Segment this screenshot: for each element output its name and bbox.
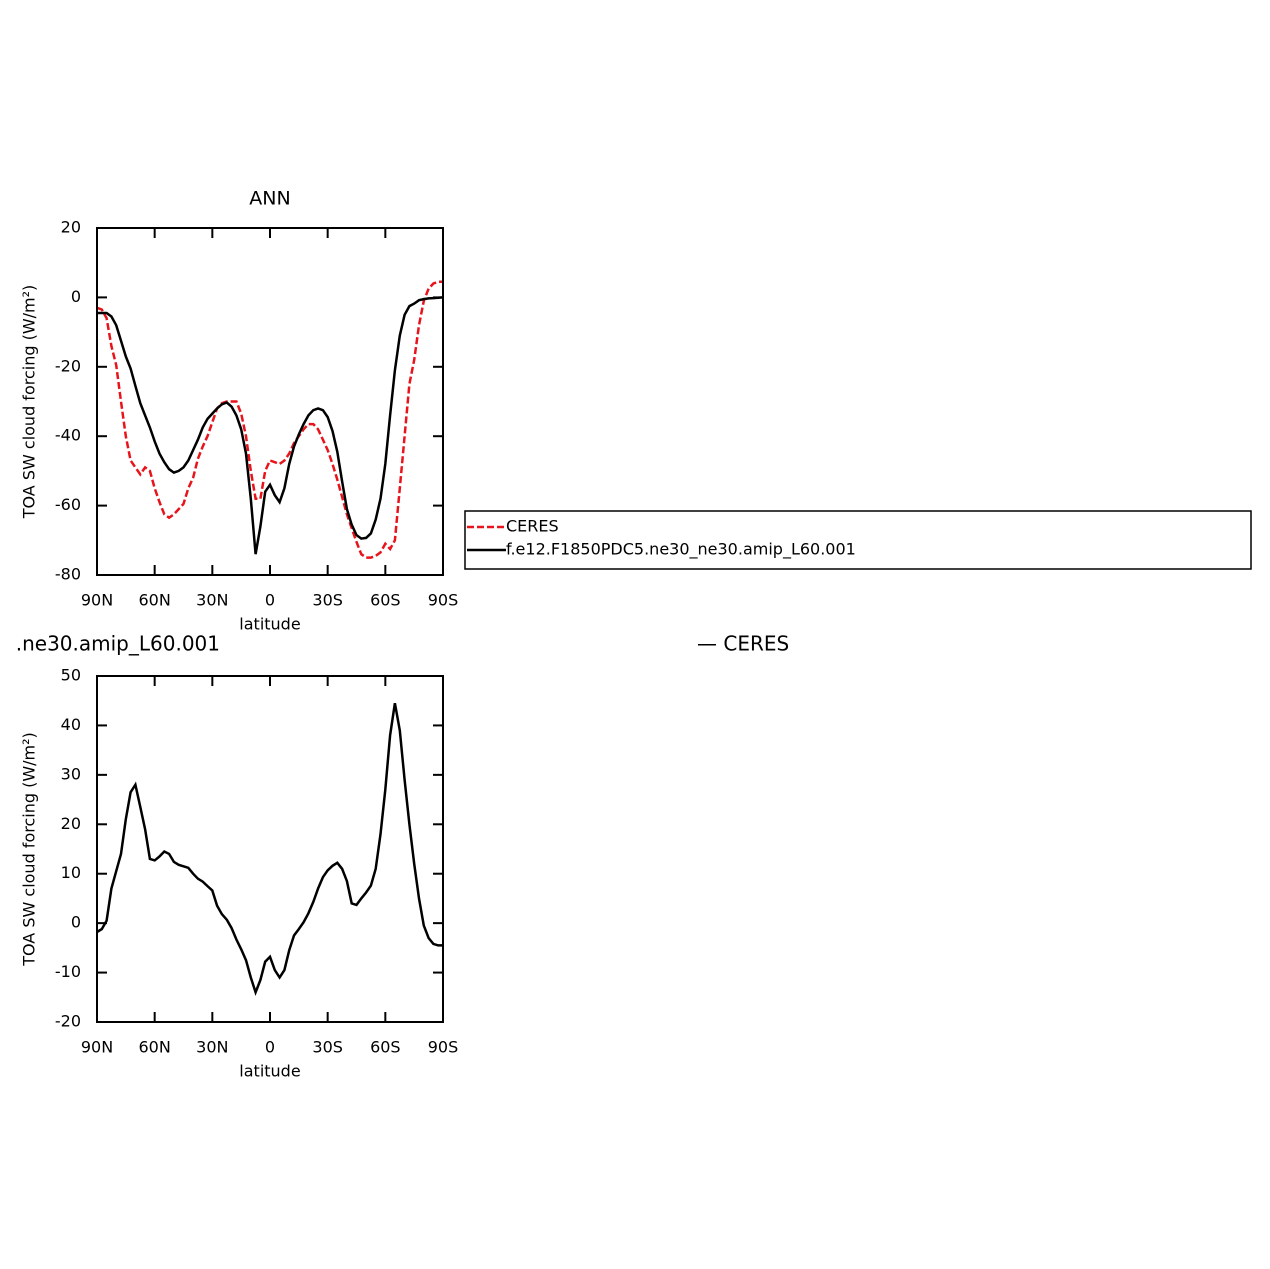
plot-frame: [96, 227, 444, 576]
y-axis-label: TOA SW cloud forcing (W/m²): [20, 732, 39, 967]
y-tick-label: 30: [61, 764, 81, 783]
y-tick-label: -80: [55, 565, 81, 584]
plot-frame: [96, 675, 444, 1023]
x-tick-label: 60N: [139, 1038, 171, 1057]
x-axis-label: latitude: [239, 615, 300, 634]
y-tick-label: 20: [61, 814, 81, 833]
y-tick-label: 10: [61, 863, 81, 882]
chart-title-right: — CERES: [697, 632, 789, 656]
x-tick-label: 90N: [81, 1038, 113, 1057]
x-tick-label: 60S: [370, 591, 401, 610]
x-tick-label: 30S: [312, 1038, 343, 1057]
x-tick-label: 90N: [81, 591, 113, 610]
data-line: [96, 702, 443, 997]
x-tick-label: 0: [265, 591, 275, 610]
chart-title: .ne30.amip_L60.001: [16, 632, 220, 656]
legend-box: [464, 510, 1252, 570]
data-line: [96, 280, 443, 559]
y-tick-label: 50: [61, 666, 81, 685]
legend-label: f.e12.F1850PDC5.ne30_ne30.amip_L60.001: [506, 540, 856, 560]
y-tick-label: 20: [61, 218, 81, 237]
x-tick-label: 90S: [428, 1038, 459, 1057]
x-tick-label: 30N: [196, 1038, 228, 1057]
y-tick-label: 0: [71, 913, 81, 932]
y-tick-label: -40: [55, 426, 81, 445]
y-tick-label: 40: [61, 715, 81, 734]
x-tick-label: 90S: [428, 591, 459, 610]
x-tick-label: 0: [265, 1038, 275, 1057]
x-tick-label: 30S: [312, 591, 343, 610]
y-tick-label: 0: [71, 287, 81, 306]
chart-title: ANN: [249, 188, 290, 210]
y-tick-label: -20: [55, 1012, 81, 1031]
data-line: [97, 296, 444, 555]
y-axis-label: TOA SW cloud forcing (W/m²): [20, 285, 39, 520]
x-tick-label: 30N: [196, 591, 228, 610]
y-tick-label: -10: [55, 962, 81, 981]
x-tick-label: 60N: [139, 591, 171, 610]
y-tick-label: -20: [55, 356, 81, 375]
legend-label: CERES: [506, 517, 559, 536]
x-tick-label: 60S: [370, 1038, 401, 1057]
x-axis-label: latitude: [239, 1062, 300, 1081]
y-tick-label: -60: [55, 495, 81, 514]
